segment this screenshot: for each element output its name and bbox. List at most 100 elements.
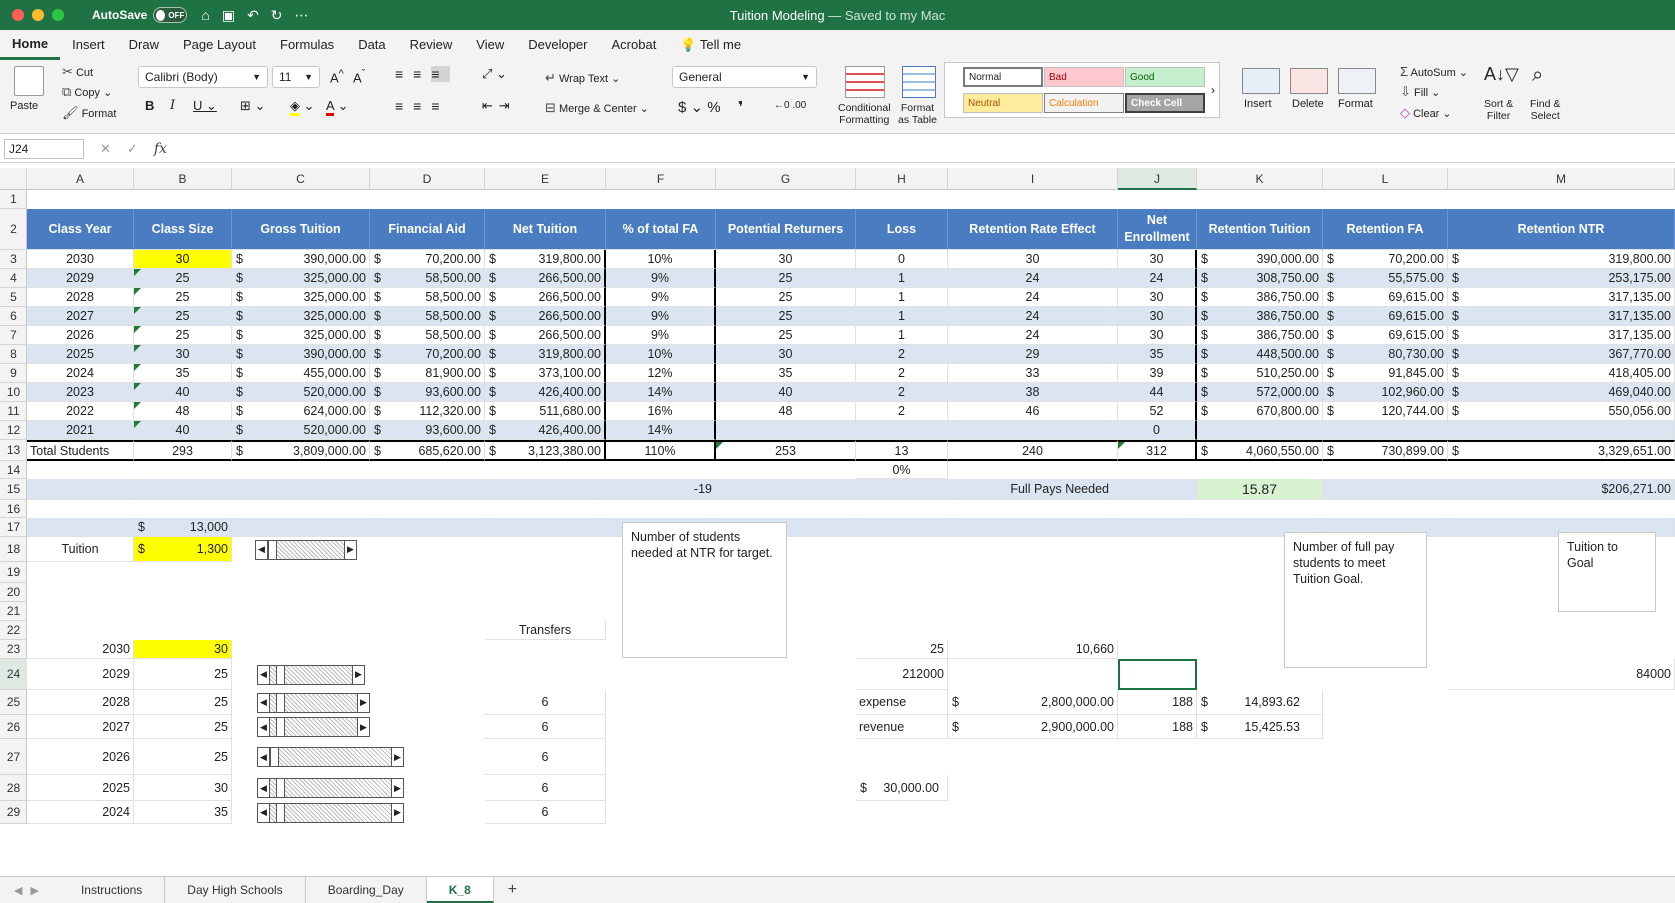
table-cell[interactable]: 25 <box>716 269 856 288</box>
tab-tell-me[interactable]: 💡 Tell me <box>680 37 742 52</box>
scrollbar-track[interactable] <box>270 665 352 684</box>
arrow-right-icon[interactable]: ▶ <box>357 718 369 736</box>
arrow-right-icon[interactable]: ▶ <box>391 748 403 766</box>
column-header-h[interactable]: H <box>856 168 948 190</box>
scrollbar-thumb[interactable] <box>276 803 285 822</box>
totals-cell[interactable]: $3,123,380.00 <box>485 440 606 461</box>
table-cell[interactable] <box>1448 421 1675 440</box>
table-cell[interactable]: $319,800.00 <box>1448 250 1675 269</box>
table-cell[interactable]: $469,040.00 <box>1448 383 1675 402</box>
row-header-16[interactable]: 16 <box>0 500 27 518</box>
tuition-goal-textbox[interactable]: Tuition to Goal <box>1558 532 1656 612</box>
cell-b26[interactable]: 25 <box>134 715 232 739</box>
table-cell[interactable] <box>1197 421 1323 440</box>
tab-insert[interactable]: Insert <box>72 37 105 52</box>
table-cell[interactable]: $70,200.00 <box>370 345 485 364</box>
tab-review[interactable]: Review <box>409 37 453 52</box>
row-header-17[interactable]: 17 <box>0 518 27 537</box>
table-header[interactable]: Net Tuition <box>485 209 606 250</box>
cell-b28[interactable]: 30 <box>134 775 232 801</box>
table-cell[interactable]: 30 <box>1118 307 1197 326</box>
table-cell[interactable]: $80,730.00 <box>1323 345 1448 364</box>
add-sheet-icon[interactable]: + <box>507 881 518 898</box>
row-header-3[interactable]: 3 <box>0 250 27 269</box>
table-cell[interactable]: 0 <box>856 250 948 269</box>
cell-d15[interactable] <box>370 479 485 500</box>
table-cell[interactable]: $70,200.00 <box>370 250 485 269</box>
totals-cell[interactable]: $3,329,651.00 <box>1448 440 1675 461</box>
table-cell[interactable]: 16% <box>606 402 716 421</box>
table-cell[interactable]: $317,135.00 <box>1448 288 1675 307</box>
bold-button[interactable]: B <box>145 98 155 113</box>
arrow-left-icon[interactable]: ◀ <box>258 718 270 736</box>
table-cell[interactable]: 30 <box>1118 288 1197 307</box>
cell-e22[interactable]: Transfers <box>485 621 606 640</box>
cell-h15[interactable] <box>856 479 948 500</box>
table-header[interactable]: Retention NTR <box>1448 209 1675 250</box>
scrollbar-track[interactable] <box>268 540 344 559</box>
table-header[interactable]: Class Year <box>27 209 134 250</box>
table-cell[interactable]: 9% <box>606 269 716 288</box>
insert-cells-icon[interactable] <box>1242 68 1280 94</box>
table-cell[interactable]: $455,000.00 <box>232 364 370 383</box>
name-box[interactable]: J24 <box>4 138 84 159</box>
tab-home[interactable]: Home <box>0 30 61 60</box>
table-cell[interactable]: $325,000.00 <box>232 307 370 326</box>
sort-filter-icon[interactable]: A↓▽ <box>1484 64 1519 84</box>
table-cell[interactable]: $390,000.00 <box>1197 250 1323 269</box>
row-header-2[interactable]: 2 <box>0 209 27 250</box>
arrow-right-icon[interactable]: ▶ <box>344 540 356 559</box>
scrollbar-track[interactable] <box>270 748 391 766</box>
format-as-table-icon[interactable] <box>902 66 936 98</box>
row-header-11[interactable]: 11 <box>0 402 27 421</box>
table-cell[interactable]: 24 <box>948 288 1118 307</box>
table-cell[interactable]: 24 <box>948 269 1118 288</box>
undo-icon[interactable]: ↶ <box>247 6 259 23</box>
totals-cell[interactable]: $730,899.00 <box>1323 440 1448 461</box>
totals-cell[interactable]: 312 <box>1118 440 1197 461</box>
copy-button[interactable]: ⧉ Copy ⌄ <box>62 84 113 99</box>
format-cells-label[interactable]: Format <box>1338 98 1373 110</box>
conditional-formatting-button[interactable]: Conditional Formatting <box>838 102 891 126</box>
arrow-left-icon[interactable]: ◀ <box>256 540 268 559</box>
table-cell[interactable]: 25 <box>134 326 232 345</box>
table-cell[interactable]: 2023 <box>27 383 134 402</box>
arrow-right-icon[interactable]: ▶ <box>357 693 369 712</box>
cell-e29[interactable]: 6 <box>485 801 606 824</box>
table-cell[interactable]: $386,750.00 <box>1197 326 1323 345</box>
totals-cell[interactable]: $3,809,000.00 <box>232 440 370 461</box>
cell-a17[interactable] <box>27 518 134 537</box>
row-header-7[interactable]: 7 <box>0 326 27 345</box>
table-cell[interactable]: 35 <box>1118 345 1197 364</box>
tab-data[interactable]: Data <box>358 37 386 52</box>
table-cell[interactable]: $91,845.00 <box>1323 364 1448 383</box>
table-header[interactable]: Gross Tuition <box>232 209 370 250</box>
table-cell[interactable]: $418,405.00 <box>1448 364 1675 383</box>
table-cell[interactable]: $266,500.00 <box>485 307 606 326</box>
cell-k15[interactable]: 15.87 <box>1197 479 1323 500</box>
cell-e17[interactable] <box>485 518 606 537</box>
arrow-right-icon[interactable]: ▶ <box>391 803 403 822</box>
row-header-19[interactable]: 19 <box>0 562 27 583</box>
table-cell[interactable]: 30 <box>948 250 1118 269</box>
cell-a26[interactable]: 2027 <box>27 715 134 739</box>
row-header-29[interactable]: 29 <box>0 801 27 824</box>
vertical-align-buttons[interactable]: ≡≡≡ <box>395 66 450 82</box>
totals-cell[interactable]: $4,060,550.00 <box>1197 440 1323 461</box>
number-format-select[interactable]: General ▼ <box>672 66 817 88</box>
table-cell[interactable]: $319,800.00 <box>485 345 606 364</box>
table-cell[interactable]: 25 <box>134 307 232 326</box>
arrow-right-icon[interactable]: ▶ <box>391 779 403 797</box>
table-cell[interactable]: 2021 <box>27 421 134 440</box>
wrap-text-button[interactable]: ↵ Wrap Text ⌄ <box>545 70 621 85</box>
cell-j26[interactable]: 188 <box>1118 715 1197 739</box>
table-cell[interactable]: $120,744.00 <box>1323 402 1448 421</box>
sheet-tab-k-8[interactable]: K_8 <box>426 877 494 903</box>
row-header-13[interactable]: 13 <box>0 440 27 461</box>
table-cell[interactable]: 0 <box>1118 421 1197 440</box>
cell-i15[interactable]: Full Pays Needed <box>948 479 1118 500</box>
tab-page-layout[interactable]: Page Layout <box>182 37 256 52</box>
table-cell[interactable]: $69,615.00 <box>1323 326 1448 345</box>
table-cell[interactable]: $390,000.00 <box>232 250 370 269</box>
column-header-b[interactable]: B <box>134 168 232 190</box>
